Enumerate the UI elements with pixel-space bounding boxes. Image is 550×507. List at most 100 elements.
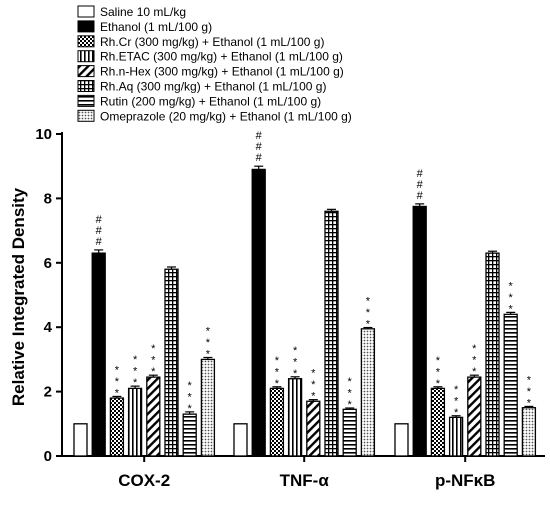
legend-swatch xyxy=(77,65,95,78)
legend-label: Rutin (200 mg/kg) + Ethanol (1 mL/100 g) xyxy=(100,94,321,108)
significance-mark: * xyxy=(348,376,353,388)
legend-label: Ethanol (1 mL/100 g) xyxy=(100,20,212,34)
significance-mark: * xyxy=(527,386,532,398)
bar xyxy=(503,313,518,457)
bar xyxy=(467,376,482,457)
significance-mark: * xyxy=(188,380,193,392)
significance-mark: * xyxy=(509,292,514,304)
significance-mark: # xyxy=(96,214,103,226)
legend-label: Omeprazole (20 mg/kg) + Ethanol (1 mL/10… xyxy=(100,109,352,123)
significance-mark: * xyxy=(151,366,156,378)
significance-mark: * xyxy=(275,378,280,390)
legend-swatch xyxy=(77,94,95,107)
significance-mark: * xyxy=(348,399,353,411)
bar-group: ###***************COX-2 xyxy=(73,214,216,490)
significance-mark: * xyxy=(293,356,298,368)
bar xyxy=(269,387,285,457)
significance-mark: # xyxy=(417,168,424,180)
bar xyxy=(182,413,197,457)
significance-mark: # xyxy=(417,179,424,191)
significance-mark: * xyxy=(151,343,156,355)
bar xyxy=(146,376,161,457)
significance-mark: * xyxy=(188,391,193,403)
significance-mark: * xyxy=(454,407,459,419)
bar-group: ###*** ************p-NFκB xyxy=(394,168,537,490)
bars: ###***************COX-2###****** ********… xyxy=(73,130,537,490)
bar xyxy=(430,387,446,457)
significance-mark: * xyxy=(206,348,211,360)
significance-mark: # xyxy=(96,236,103,248)
bar xyxy=(91,252,106,457)
y-tick-label: 8 xyxy=(44,190,52,207)
bar xyxy=(360,328,376,457)
bar xyxy=(73,423,88,457)
significance-mark: * xyxy=(133,354,138,366)
legend-label: Rh.Aq (300 mg/kg) + Ethanol (1 mL/100 g) xyxy=(100,80,326,94)
significance-mark: * xyxy=(527,374,532,386)
significance-mark: # xyxy=(256,152,263,164)
significance-mark: * xyxy=(115,364,120,376)
significance-mark: # xyxy=(256,130,263,142)
bar xyxy=(251,168,266,457)
significance-mark: * xyxy=(366,307,371,319)
significance-mark: * xyxy=(115,376,120,388)
y-tick-label: 10 xyxy=(35,126,52,143)
bar xyxy=(342,408,357,457)
category-label: COX-2 xyxy=(118,471,170,490)
legend-swatch xyxy=(77,35,95,48)
significance-mark: * xyxy=(454,384,459,396)
significance-mark: * xyxy=(206,337,211,349)
bar xyxy=(233,423,248,457)
significance-mark: * xyxy=(115,387,120,399)
y-tick-label: 4 xyxy=(44,319,53,336)
legend-label: Saline 10 mL/kg xyxy=(100,5,186,19)
significance-mark: * xyxy=(293,345,298,357)
significance-mark: * xyxy=(472,366,477,378)
bar xyxy=(306,400,321,457)
significance-mark: * xyxy=(275,355,280,367)
significance-mark: * xyxy=(509,280,514,292)
category-label: TNF-α xyxy=(280,471,330,490)
significance-mark: * xyxy=(366,319,371,331)
bar xyxy=(448,416,464,457)
bar xyxy=(412,205,427,457)
significance-mark: * xyxy=(311,379,316,391)
y-tick-label: 2 xyxy=(44,384,52,401)
bar xyxy=(521,407,537,457)
y-axis-label: Relative Integrated Density xyxy=(9,187,28,406)
significance-mark: * xyxy=(348,388,353,400)
bar xyxy=(485,252,500,457)
significance-mark: * xyxy=(472,343,477,355)
y-tick-label: 0 xyxy=(44,448,52,465)
bar xyxy=(287,378,303,457)
legend-swatch xyxy=(77,50,95,63)
significance-mark: * xyxy=(366,296,371,308)
legend-label: Rh.Cr (300 mg/kg) + Ethanol (1 mL/100 g) xyxy=(100,35,324,49)
significance-mark: * xyxy=(151,355,156,367)
significance-mark: * xyxy=(133,366,138,378)
significance-mark: # xyxy=(96,225,103,237)
significance-mark: * xyxy=(206,325,211,337)
bar-group: ###****** *********TNF-α xyxy=(233,130,376,490)
significance-mark: * xyxy=(509,303,514,315)
bar xyxy=(394,423,409,457)
significance-mark: * xyxy=(275,366,280,378)
category-label: p-NFκB xyxy=(435,471,495,490)
y-tick-label: 6 xyxy=(44,255,52,272)
significance-mark: # xyxy=(256,141,263,153)
significance-mark: * xyxy=(436,366,441,378)
significance-mark: * xyxy=(188,403,193,415)
bar xyxy=(200,358,216,457)
legend-label: Rh.ETAC (300 mg/kg) + Ethanol (1 mL/100 … xyxy=(100,50,343,64)
legend-swatch xyxy=(77,20,95,33)
significance-mark: * xyxy=(454,395,459,407)
significance-mark: * xyxy=(133,377,138,389)
bar xyxy=(164,268,179,457)
legend-swatch xyxy=(77,109,95,122)
bar xyxy=(109,397,125,457)
significance-mark: * xyxy=(293,368,298,380)
legend-label: Rh.n-Hex (300 mg/kg) + Ethanol (1 mL/100… xyxy=(100,65,344,79)
significance-mark: * xyxy=(527,397,532,409)
